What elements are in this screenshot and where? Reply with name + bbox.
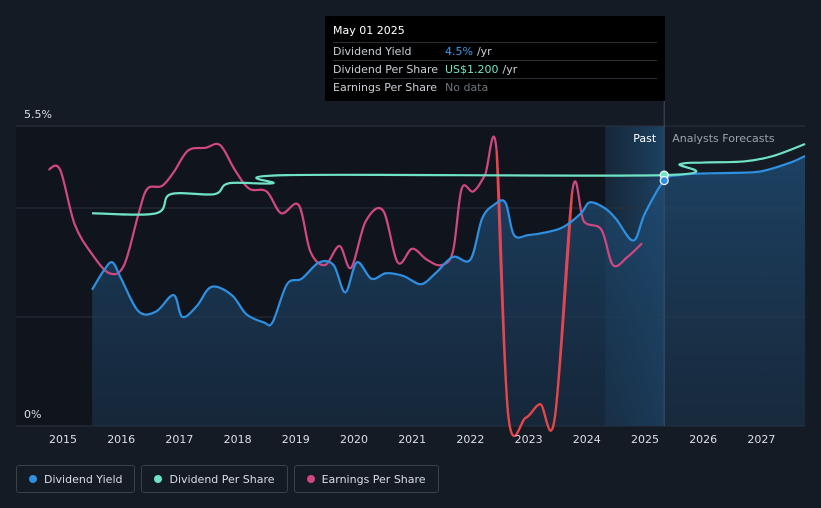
- x-tick-label: 2016: [107, 433, 135, 446]
- tooltip-value: No data: [445, 81, 489, 94]
- x-tick-label: 2017: [165, 433, 193, 446]
- tooltip-row-eps: Earnings Per Share No data: [333, 78, 657, 96]
- tooltip-value: 4.5%: [445, 45, 473, 58]
- legend-label: Dividend Per Share: [169, 472, 275, 486]
- tooltip-unit: /yr: [502, 63, 518, 76]
- forecast-label: Analysts Forecasts: [672, 132, 775, 145]
- x-tick-label: 2022: [456, 433, 484, 446]
- dividend-yield-line: [91, 154, 806, 327]
- legend-dot-icon: [154, 475, 163, 483]
- legend-dividend-yield[interactable]: Dividend Yield: [16, 465, 136, 493]
- x-tick-label: 2020: [340, 433, 368, 446]
- legend-label: Earnings Per Share: [321, 472, 426, 486]
- legend: Dividend Yield Dividend Per Share Earnin…: [16, 465, 439, 493]
- tooltip: May 01 2025 Dividend Yield 4.5% /yr Divi…: [325, 16, 665, 101]
- earnings-per-share-loss-segment: [495, 150, 574, 437]
- x-tick-label: 2015: [49, 433, 77, 446]
- tooltip-row-yield: Dividend Yield 4.5% /yr: [333, 42, 657, 60]
- legend-dot-icon: [29, 475, 37, 483]
- tooltip-unit: /yr: [476, 45, 492, 58]
- tooltip-row-dps: Dividend Per Share US$1.200 /yr: [333, 60, 657, 78]
- x-tick-label: 2023: [515, 433, 543, 446]
- dividend-yield-marker: [659, 175, 669, 186]
- x-tick-label: 2025: [631, 433, 659, 446]
- y-tick-bottom: 0%: [24, 408, 41, 421]
- x-tick-label: 2019: [282, 433, 310, 446]
- hover-markers: [659, 170, 669, 186]
- tooltip-label: Earnings Per Share: [333, 81, 438, 94]
- y-tick-top: 5.5%: [24, 108, 52, 121]
- x-tick-label: 2026: [689, 433, 717, 446]
- x-tick-label: 2027: [747, 433, 775, 446]
- tooltip-value: US$1.200: [445, 63, 499, 76]
- past-label: Past: [633, 132, 657, 145]
- dividend-yield-area: [92, 156, 806, 426]
- x-tick-label: 2021: [398, 433, 426, 446]
- legend-dividend-per-share[interactable]: Dividend Per Share: [141, 465, 288, 493]
- tooltip-label: Dividend Yield: [333, 45, 412, 58]
- tooltip-date: May 01 2025: [333, 24, 405, 37]
- x-tick-label: 2024: [573, 433, 601, 446]
- dividend-per-share-line: [92, 142, 806, 216]
- dividend-yield-area: [92, 156, 806, 426]
- legend-dot-icon: [306, 475, 315, 483]
- tooltip-label: Dividend Per Share: [333, 63, 439, 76]
- x-tick-label: 2018: [224, 433, 252, 446]
- x-axis-ticks: 2015 2016 2017 2018 2019 2020 2021 2022 2023 2024…: [49, 433, 775, 446]
- legend-earnings-per-share[interactable]: Earnings Per Share: [293, 465, 439, 493]
- legend-label: Dividend Yield: [44, 472, 123, 486]
- series-lines: [48, 135, 806, 437]
